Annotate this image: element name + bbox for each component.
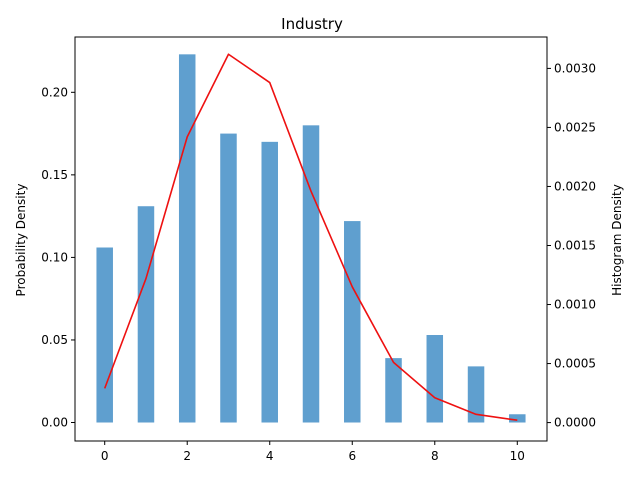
y2-tick-label: 0.0025	[554, 120, 596, 134]
y-tick-label: 0.00	[41, 416, 68, 430]
x-tick-label: 0	[101, 449, 109, 463]
histogram-bar	[220, 133, 237, 423]
histogram-bar	[344, 221, 361, 423]
x-tick-label: 2	[183, 449, 191, 463]
x-tick-label: 6	[348, 449, 356, 463]
histogram-bar	[96, 247, 113, 423]
histogram-bar	[302, 125, 320, 423]
y2-tick-label: 0.0010	[554, 298, 596, 312]
y-tick-label: 0.20	[41, 85, 68, 99]
x-tick-label: 10	[510, 449, 525, 463]
histogram-bar	[509, 414, 526, 423]
y-axis-label: Probability Density	[14, 184, 28, 297]
y2-tick-label: 0.0000	[554, 416, 596, 430]
x-tick-label: 4	[266, 449, 274, 463]
plot-area: 0 2 4 6 8 10 0.00 0.05 0.10 0.15 0.20 0.0000 0.0005 0…	[41, 36, 596, 463]
histogram-bar	[426, 335, 444, 423]
y-tick-label: 0.05	[41, 333, 68, 347]
density-line	[103, 53, 518, 422]
histogram-bar	[137, 206, 155, 423]
y2-tick-label: 0.0020	[554, 179, 596, 193]
y2-tick-label: 0.0015	[554, 238, 596, 252]
x-tick-label: 8	[431, 449, 439, 463]
y2-tick-label: 0.0005	[554, 357, 596, 371]
histogram-bar	[261, 141, 278, 423]
histogram-bar	[385, 358, 402, 423]
histogram-bar	[178, 54, 196, 423]
y-tick-label: 0.10	[41, 250, 68, 264]
histogram-bar	[467, 366, 485, 423]
chart-title: Industry	[281, 15, 343, 33]
plot-frame	[74, 36, 548, 442]
y-tick-label: 0.15	[41, 168, 68, 182]
y2-tick-label: 0.0030	[554, 61, 596, 75]
y2-axis-label: Histogram Density	[610, 184, 624, 296]
